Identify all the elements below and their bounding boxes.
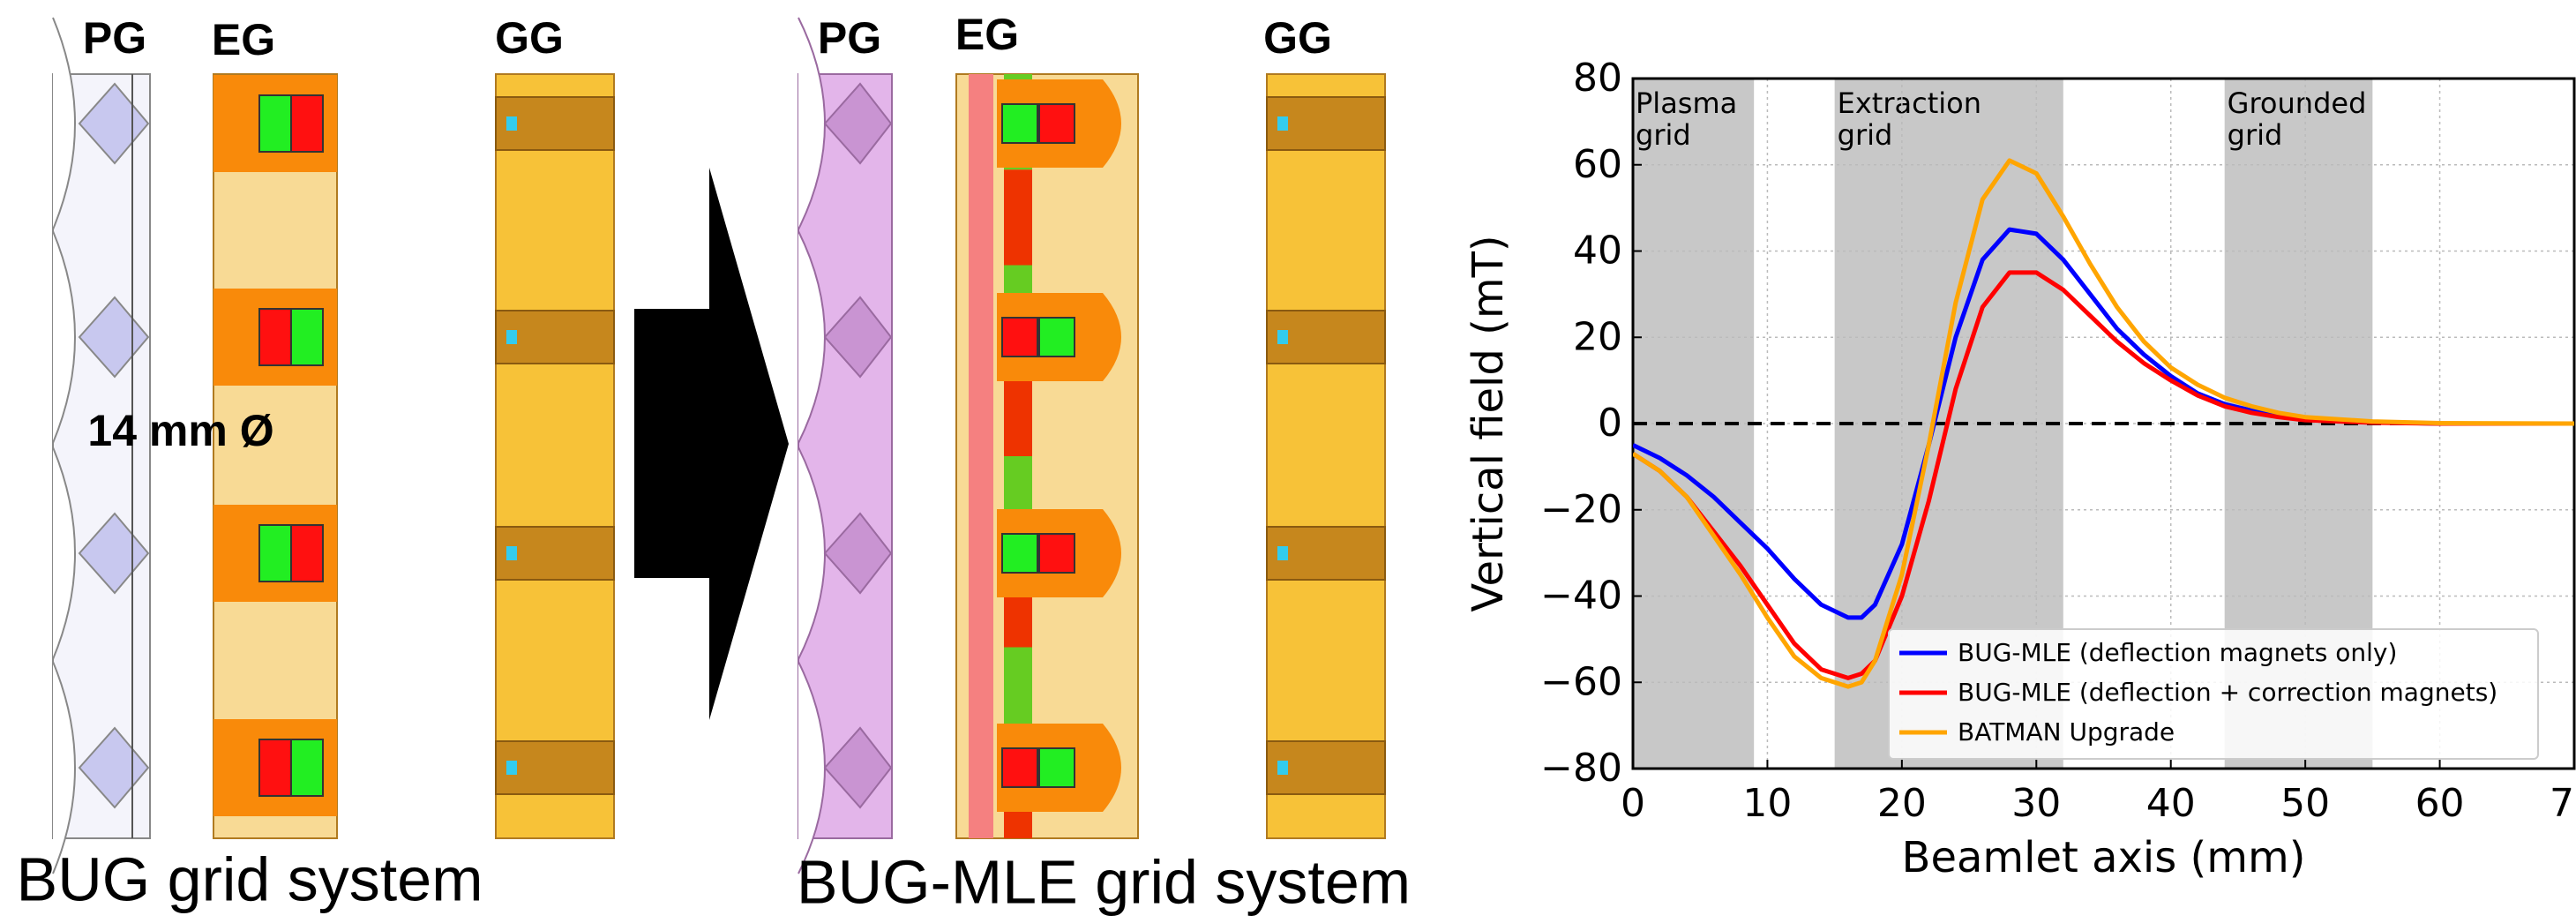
caption: BUG-MLE grid system <box>797 847 1411 916</box>
grounded-grid <box>1267 74 1385 838</box>
grid-label: EG <box>955 10 1019 59</box>
grid-label: GG <box>1263 13 1332 63</box>
y-tick-label: −20 <box>1540 487 1622 532</box>
pink-strip <box>969 74 993 838</box>
x-tick-label: 0 <box>1621 781 1645 826</box>
magnet-red <box>1002 318 1037 356</box>
grid-label: EG <box>212 15 275 64</box>
magnet-red <box>1039 104 1075 143</box>
magnet-red <box>1002 748 1037 787</box>
y-tick-label: 40 <box>1573 229 1622 274</box>
y-tick-label: −80 <box>1540 746 1622 791</box>
legend-label: BATMAN Upgrade <box>1958 717 2175 747</box>
x-tick-label: 50 <box>2280 781 2330 826</box>
grid-label: GG <box>495 13 564 63</box>
magnet-green <box>1039 748 1075 787</box>
x-tick-label: 10 <box>1742 781 1792 826</box>
magnet-green <box>291 309 323 365</box>
caption: BUG grid system <box>17 844 483 913</box>
correction-bar <box>1004 169 1032 265</box>
magnet-red <box>259 739 291 796</box>
y-tick-label: 60 <box>1573 142 1622 187</box>
x-tick-label: 20 <box>1877 781 1927 826</box>
y-tick-label: 80 <box>1573 56 1622 101</box>
marker <box>1277 546 1288 560</box>
y-tick-label: −60 <box>1540 659 1622 704</box>
y-tick-label: 20 <box>1573 314 1622 359</box>
magnet-green <box>1002 534 1037 573</box>
data-line <box>1633 273 2574 679</box>
grounded-grid <box>496 74 614 838</box>
legend-label: BUG-MLE (deflection + correction magnets… <box>1958 678 2497 707</box>
x-axis-label: Beamlet axis (mm) <box>1902 833 2306 882</box>
marker <box>1277 330 1288 344</box>
dimension-label: 14 mm Ø <box>87 406 273 455</box>
marker <box>506 546 517 560</box>
legend-label: BUG-MLE (deflection magnets only) <box>1958 638 2397 667</box>
figure: PG EG GG PG EG GG 14 mm Ø BUG grid syste… <box>0 0 2576 923</box>
magnet-red <box>259 309 291 365</box>
region-label: grid <box>2228 118 2283 152</box>
chart: PlasmagridExtractiongridGroundedgrid−80−… <box>1464 56 2576 882</box>
grid-label: PG <box>818 13 881 63</box>
marker <box>506 761 517 775</box>
magnet-red <box>291 95 323 152</box>
magnet-red <box>1039 534 1075 573</box>
grid-label: PG <box>83 13 146 63</box>
region-label: grid <box>1636 118 1691 152</box>
marker <box>1277 116 1288 131</box>
marker <box>506 116 517 131</box>
magnet-green <box>1039 318 1075 356</box>
region-label: grid <box>1838 118 1893 152</box>
marker <box>506 330 517 344</box>
magnet-green <box>1002 104 1037 143</box>
region-label: Grounded <box>2228 86 2367 120</box>
y-tick-label: 0 <box>1598 401 1622 446</box>
x-tick-label: 40 <box>2146 781 2196 826</box>
x-tick-label: 70 <box>2550 781 2576 826</box>
magnet-green <box>259 95 291 152</box>
y-tick-label: −40 <box>1540 574 1622 619</box>
x-tick-label: 60 <box>2415 781 2465 826</box>
arrow <box>634 168 789 720</box>
region-label: Extraction <box>1838 86 1981 120</box>
magnet-red <box>291 525 323 582</box>
x-tick-label: 30 <box>2011 781 2061 826</box>
y-axis-label: Vertical field (mT) <box>1464 235 1513 612</box>
magnet-green <box>291 739 323 796</box>
marker <box>1277 761 1288 775</box>
magnet-green <box>259 525 291 582</box>
region-label: Plasma <box>1636 86 1737 120</box>
